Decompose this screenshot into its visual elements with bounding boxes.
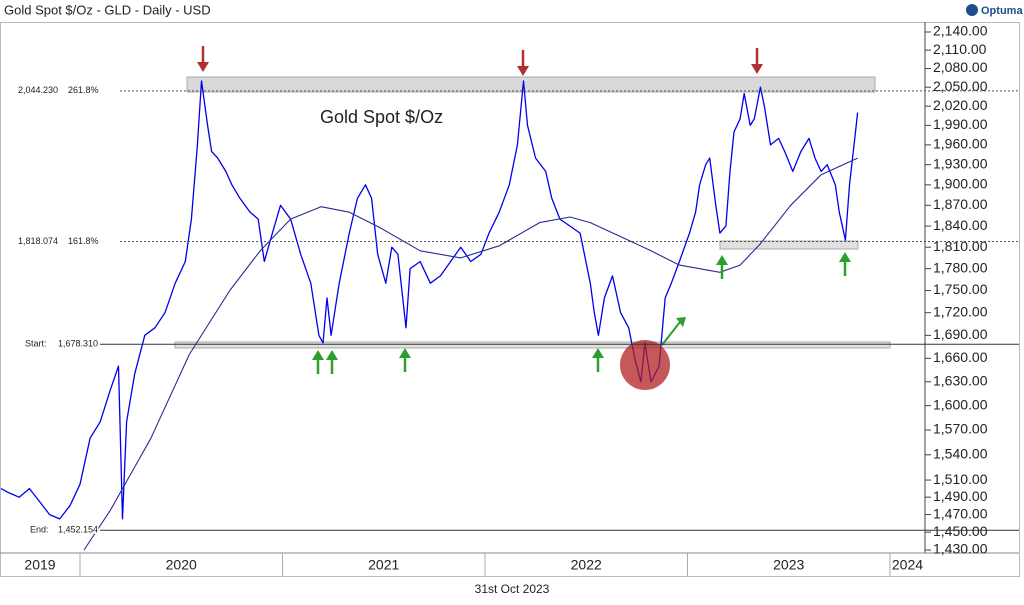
plot (0, 80, 859, 551)
y-tick-label: 2,080.00 (933, 59, 988, 75)
y-tick-label: 1,930.00 (933, 155, 988, 171)
y-tick-label: 1,870.00 (933, 196, 988, 212)
moving-average (83, 157, 858, 551)
y-tick-label: 1,660.00 (933, 349, 988, 365)
y-tick-label: 1,470.00 (933, 505, 988, 521)
y-tick-label: 2,110.00 (933, 41, 987, 57)
zone (719, 240, 859, 250)
level-label: 1,452.154 (58, 525, 98, 535)
level-ratio: 261.8% (68, 85, 99, 95)
level-name: End: (30, 525, 49, 535)
x-tick-label: 2023 (773, 557, 804, 573)
y-tick-label: 1,720.00 (933, 303, 988, 319)
y-tick-label: 1,450.00 (933, 523, 988, 539)
y-tick-label: 1,430.00 (933, 541, 988, 557)
y-tick-label: 1,960.00 (933, 136, 988, 152)
brand: Optuma (981, 5, 1023, 17)
price-line (0, 80, 859, 520)
y-tick-label: 1,540.00 (933, 445, 988, 461)
level-ratio: 161.8% (68, 236, 99, 246)
y-tick-label: 1,900.00 (933, 176, 988, 192)
x-tick-label: 2019 (24, 557, 55, 573)
y-tick-label: 1,840.00 (933, 217, 988, 233)
level-label: 1,678.310 (58, 339, 98, 349)
down-arrows (197, 46, 763, 76)
level-label: 1,818.074 (18, 236, 58, 246)
y-tick-label: 1,750.00 (933, 281, 988, 297)
zone (186, 76, 876, 93)
y-tick-label: 1,810.00 (933, 238, 988, 254)
y-tick-label: 1,630.00 (933, 372, 988, 388)
frame (0, 22, 1020, 577)
y-tick-label: 1,600.00 (933, 396, 988, 412)
annotations (197, 46, 851, 390)
date-label: 31st Oct 2023 (475, 582, 550, 596)
chart-title: Gold Spot $/Oz - GLD - Daily - USD (4, 2, 211, 17)
brand-logo: Optuma (966, 4, 1023, 17)
y-tick-label: 1,990.00 (933, 116, 988, 132)
highlight-circle (620, 340, 670, 390)
zone (174, 341, 891, 349)
y-tick-label: 1,490.00 (933, 488, 988, 504)
y-tick-label: 2,050.00 (933, 78, 988, 94)
y-tick-label: 1,780.00 (933, 259, 988, 275)
y-tick-label: 1,570.00 (933, 421, 988, 437)
level-name: Start: (25, 339, 47, 349)
y-tick-label: 1,510.00 (933, 471, 988, 487)
zones (174, 76, 891, 349)
x-tick-label: 2021 (368, 557, 399, 573)
x-tick-label: 2022 (571, 557, 602, 573)
x-tick-label: 2020 (166, 557, 197, 573)
x-tick-label: 2024 (892, 557, 923, 573)
level-label: 2,044.230 (18, 85, 58, 95)
up-arrows (312, 252, 851, 374)
y-tick-label: 1,690.00 (933, 326, 988, 342)
y-tick-label: 2,020.00 (933, 97, 988, 113)
y-tick-label: 2,140.00 (933, 23, 988, 39)
series-label: Gold Spot $/Oz (320, 107, 443, 127)
